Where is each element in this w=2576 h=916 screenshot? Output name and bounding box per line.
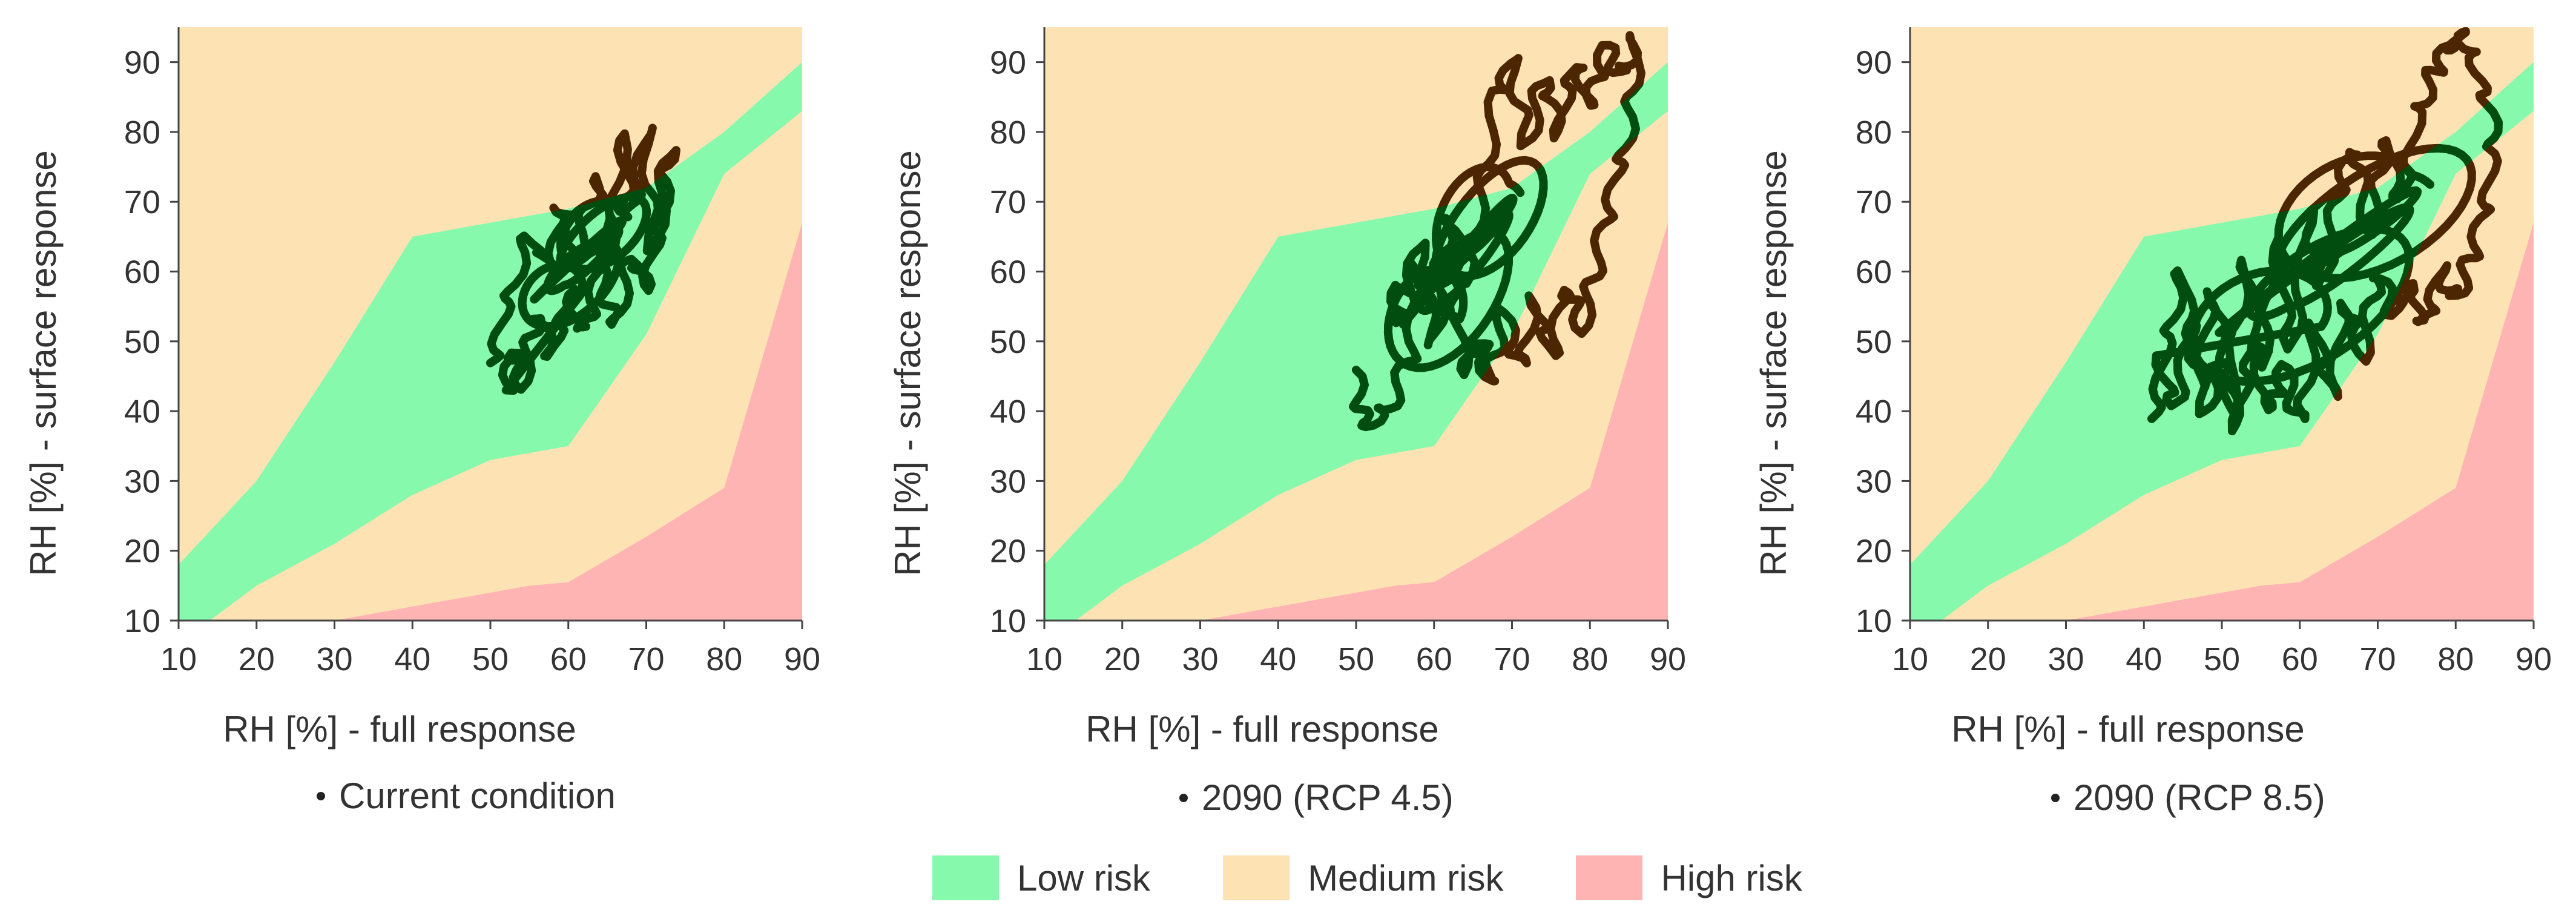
- x-tick-label: 40: [1260, 641, 1296, 677]
- y-axis-label-current: RH [%] - surface response: [23, 150, 64, 576]
- legend-label-low: Low risk: [1017, 857, 1151, 898]
- caption-bullet-rcp85: [2051, 794, 2060, 802]
- legend-swatch-medium: [1223, 855, 1290, 900]
- y-tick-label: 60: [990, 254, 1026, 291]
- x-tick-label: 30: [316, 641, 352, 677]
- y-tick-label: 60: [124, 254, 160, 291]
- y-tick-label: 30: [990, 463, 1026, 499]
- y-tick-label: 90: [990, 45, 1026, 81]
- y-tick-label: 30: [1856, 463, 1892, 499]
- x-tick-label: 90: [1650, 641, 1686, 677]
- x-tick-label: 20: [239, 641, 275, 677]
- legend-swatch-low: [932, 855, 999, 900]
- y-tick-label: 70: [1856, 184, 1892, 220]
- caption-bullet-rcp45: [1179, 794, 1188, 802]
- x-tick-label: 40: [2126, 641, 2162, 677]
- x-tick-label: 20: [1970, 641, 2006, 677]
- x-tick-label: 90: [784, 641, 820, 677]
- x-tick-label: 10: [1892, 641, 1928, 677]
- rh-trace: [486, 124, 680, 395]
- y-tick-label: 80: [124, 114, 160, 151]
- legend-item-high: High risk: [1576, 855, 1802, 900]
- legend-label-high: High risk: [1661, 857, 1802, 898]
- y-tick-label: 40: [1856, 394, 1892, 430]
- y-tick-label: 50: [990, 324, 1026, 360]
- y-tick-label: 40: [124, 394, 160, 430]
- y-tick-label: 20: [124, 533, 160, 570]
- caption-bullet-current: [317, 792, 325, 800]
- legend-item-low: Low risk: [932, 855, 1150, 900]
- rh-trace: [2147, 27, 2503, 435]
- rh-trace-inside-low: [2147, 62, 2503, 435]
- y-tick-label: 70: [990, 184, 1026, 220]
- x-tick-label: 60: [1416, 641, 1452, 677]
- high-risk-region: [334, 222, 802, 621]
- x-tick-label: 60: [2282, 641, 2318, 677]
- y-tick-label: 60: [1856, 254, 1892, 291]
- y-tick-label: 80: [990, 114, 1026, 151]
- panel-labels: RH [%] - full response RH [%] - full res…: [23, 150, 2325, 818]
- x-tick-label: 50: [472, 641, 509, 677]
- x-axis-label-rcp45: RH [%] - full response: [1085, 709, 1439, 750]
- x-tick-label: 70: [1494, 641, 1530, 677]
- legend-swatch-high: [1576, 855, 1643, 900]
- caption-rcp85: 2090 (RCP 8.5): [2074, 777, 2325, 818]
- x-tick-label: 60: [550, 641, 587, 677]
- caption-current: Current condition: [339, 776, 616, 816]
- x-tick-label: 80: [1572, 641, 1608, 677]
- y-tick-label: 10: [990, 603, 1026, 639]
- legend: Low risk Medium risk High risk: [932, 851, 1875, 905]
- legend-label-medium: Medium risk: [1308, 857, 1504, 898]
- x-axis-label-current: RH [%] - full response: [223, 709, 576, 750]
- x-tick-label: 10: [160, 641, 197, 677]
- x-tick-label: 70: [628, 641, 664, 677]
- x-tick-label: 10: [1026, 641, 1062, 677]
- y-tick-label: 50: [1856, 324, 1892, 360]
- x-tick-label: 70: [2359, 641, 2396, 677]
- y-tick-label: 30: [124, 463, 160, 499]
- x-tick-label: 90: [2515, 641, 2552, 677]
- y-tick-label: 10: [124, 603, 160, 639]
- y-tick-label: 90: [1856, 45, 1892, 81]
- rh-trace: [1349, 31, 1645, 432]
- x-tick-label: 20: [1104, 641, 1141, 677]
- x-tick-label: 80: [706, 641, 742, 677]
- y-tick-label: 70: [124, 184, 160, 220]
- caption-rcp45: 2090 (RCP 4.5): [1202, 777, 1454, 818]
- y-tick-label: 20: [990, 533, 1026, 570]
- y-axis-label-rcp45: RH [%] - surface response: [888, 150, 928, 576]
- y-tick-label: 40: [990, 394, 1026, 430]
- x-axis-label-rcp85: RH [%] - full response: [1951, 709, 2305, 750]
- high-risk-region: [1200, 222, 1668, 621]
- y-tick-label: 90: [124, 45, 160, 81]
- chart-panel-rcp85: 10 20 30 40 50 60 70 80 90 10 20 30 40 50 60 70 80 90: [1856, 27, 2552, 677]
- x-tick-label: 40: [394, 641, 430, 677]
- chart-panel-rcp45: 10 20 30 40 50 60 70 80 90 10 20 30 40 50 60 70 80 90: [990, 27, 1686, 677]
- chart-panel-current: 10 20 30 40 50 60 70 80 90 10 20 30 40 50 60 70 80 90: [124, 27, 820, 677]
- y-tick-label: 80: [1856, 114, 1892, 151]
- x-tick-label: 30: [1182, 641, 1218, 677]
- y-tick-label: 10: [1856, 603, 1892, 639]
- high-risk-region: [2066, 222, 2534, 621]
- y-axis-label-rcp85: RH [%] - surface response: [1753, 150, 1794, 576]
- y-tick-label: 20: [1856, 533, 1892, 570]
- legend-item-medium: Medium risk: [1223, 855, 1503, 900]
- x-tick-label: 30: [2047, 641, 2084, 677]
- x-tick-label: 50: [1338, 641, 1374, 677]
- x-tick-label: 50: [2204, 641, 2240, 677]
- x-tick-label: 80: [2437, 641, 2474, 677]
- y-tick-label: 50: [124, 324, 160, 360]
